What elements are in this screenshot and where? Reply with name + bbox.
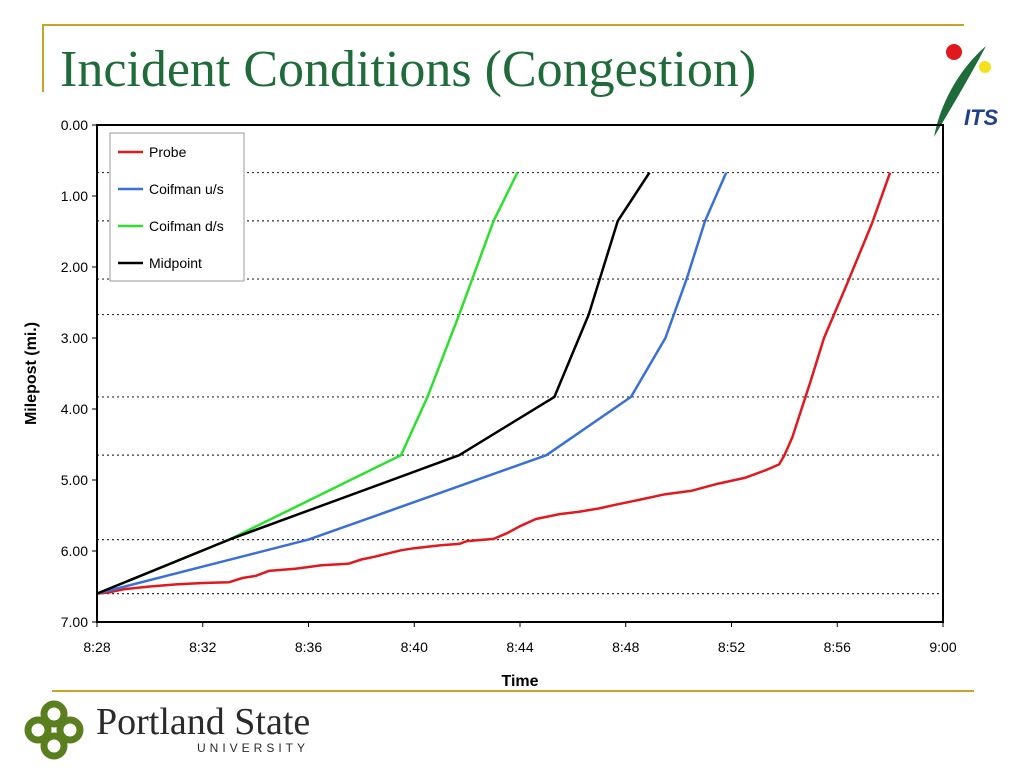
x-tick-label-6: 8:52 [718,639,745,655]
its-logo-yellow-dot [979,61,991,73]
y-tick-label-1: 1.00 [61,188,88,204]
title-rule-horizontal [44,24,964,26]
university-name: Portland State [96,701,311,743]
y-tick-label-2: 2.00 [61,259,88,275]
y-axis-title: Milepost (mi.) [23,322,40,425]
legend-label-midpoint: Midpoint [149,255,202,271]
x-tick-label-5: 8:48 [612,639,639,655]
legend-box [109,132,245,282]
university-subtitle: UNIVERSITY [197,741,310,755]
y-tick-label-7: 7.00 [61,614,88,630]
y-tick-label-0: 0.00 [61,117,88,133]
its-logo: ITS [934,44,999,137]
x-tick-label-7: 8:56 [824,639,851,655]
x-tick-label-2: 8:36 [295,639,322,655]
series-line-coifman-u-s [96,172,728,595]
x-tick-label-0: 8:28 [83,639,110,655]
series-line-probe [96,172,892,595]
slide-title: Incident Conditions (Congestion) [60,41,757,98]
series-line-midpoint [96,171,651,595]
its-logo-red-dot [946,44,962,60]
legend-label-coifman-u-s: Coifman u/s [149,181,224,197]
title-rule-vertical [42,24,44,92]
y-tick-label-3: 3.00 [61,330,88,346]
x-axis-title: Time [501,673,538,690]
x-tick-label-4: 8:44 [506,639,533,655]
x-tick-label-3: 8:40 [401,639,428,655]
its-logo-text: ITS [964,105,999,130]
y-tick-label-5: 5.00 [61,472,88,488]
its-logo-swoosh [934,46,986,137]
psu-logo-icon [24,700,84,760]
footer-rule [52,690,974,692]
legend-label-probe: Probe [149,144,187,160]
x-tick-label-8: 9:00 [929,639,956,655]
y-tick-label-4: 4.00 [61,401,88,417]
legend-label-coifman-d-s: Coifman d/s [149,218,224,234]
x-tick-label-1: 8:32 [189,639,216,655]
y-tick-label-6: 6.00 [61,543,88,559]
